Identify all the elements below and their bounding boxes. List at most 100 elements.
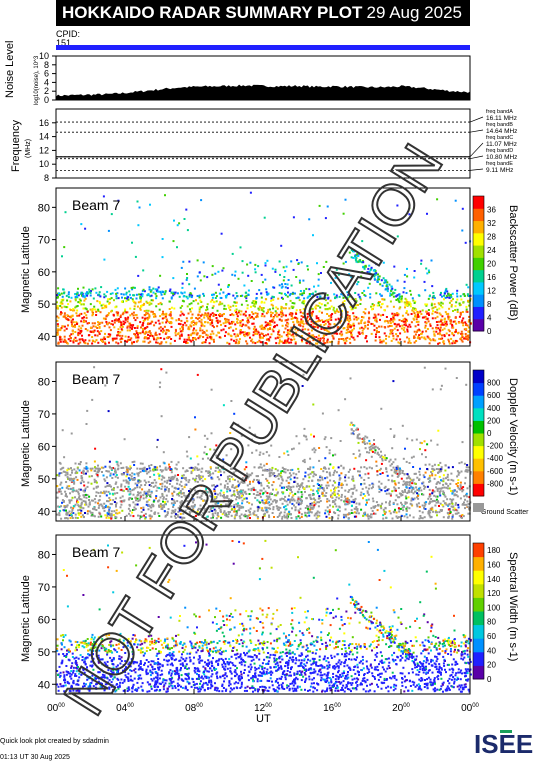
beam-ytick-label: 60 <box>38 267 50 279</box>
colorbar-swatch <box>473 420 484 434</box>
x-tick-label: 1200 <box>254 703 272 714</box>
colorbar-swatch <box>473 208 484 222</box>
beam-ytick-label: 80 <box>38 549 50 561</box>
colorbar-swatch <box>473 196 484 209</box>
colorbar-swatch <box>473 257 484 271</box>
x-tick-label: 1600 <box>323 703 341 714</box>
x-tick-label: 0000 <box>47 703 65 714</box>
colorbar-swatch <box>473 395 484 409</box>
colorbar-tick-label: 60 <box>487 632 496 641</box>
colorbar-tick-label: 0 <box>487 429 492 438</box>
colorbar-swatch <box>473 294 484 307</box>
footer-created: Quick look plot created by sdadmin <box>0 738 109 745</box>
colorbar-swatch <box>473 445 484 459</box>
beam-ytick-label: 70 <box>38 235 50 247</box>
beam-ytick-label: 50 <box>38 474 50 486</box>
colorbar-tick-label: -800 <box>487 479 504 488</box>
colorbar-swatch <box>473 220 484 234</box>
colorbar-tick-label: -400 <box>487 454 504 463</box>
isee-logo: ISEE <box>474 729 533 759</box>
beam-panel-1 <box>56 366 472 520</box>
colorbar-tick-label: -200 <box>487 442 504 451</box>
freq-band-value: 11.07 MHz <box>486 141 517 148</box>
colorbar-tick-label: 8 <box>487 300 492 309</box>
plot-title: HOKKAIDO RADAR SUMMARY PLOT <box>62 3 363 22</box>
ground-scatter-label: Ground Scatter <box>481 509 529 516</box>
x-tick-label: 0000 <box>461 703 479 714</box>
x-tick-label: 0800 <box>185 703 203 714</box>
freq-band-name: freq bandA <box>486 109 513 115</box>
freq-panel-frame <box>55 108 471 179</box>
beam-ytick-label: 40 <box>38 506 50 518</box>
colorbar-tick-label: 12 <box>487 287 496 296</box>
title-bar: HOKKAIDO RADAR SUMMARY PLOT 29 Aug 2025 <box>56 0 470 26</box>
noise-ytick-label: 8 <box>44 60 49 70</box>
beam-title: Beam 7 <box>72 544 120 560</box>
freq-band-value: 9.11 MHz <box>486 167 513 174</box>
noise-series <box>56 84 470 100</box>
beam-ytick-label: 50 <box>38 647 50 659</box>
colorbar-tick-label: 28 <box>487 233 496 242</box>
colorbar-swatch <box>473 556 484 571</box>
colorbar-swatch <box>473 370 484 384</box>
noise-ytick-label: 6 <box>44 69 49 79</box>
colorbar-swatch <box>473 245 484 258</box>
freq-band-name: freq bandE <box>486 161 513 167</box>
colorbar-tick-label: 140 <box>487 575 501 584</box>
freq-band-value: 14.64 MHz <box>486 128 517 135</box>
colorbar-tick-label: 4 <box>487 314 492 323</box>
beam-panel-0 <box>56 191 472 345</box>
beam-ytick-label: 50 <box>38 299 50 311</box>
noise-ytick-label: 0 <box>44 95 49 105</box>
colorbar-tick-label: 180 <box>487 546 501 555</box>
colorbar-tick-label: 160 <box>487 560 501 569</box>
freq-band-name: freq bandD <box>486 148 513 154</box>
colorbar-tick-label: 20 <box>487 661 496 670</box>
cpid-bar <box>56 45 470 50</box>
colorbar-swatch <box>473 433 484 447</box>
freq-band-pointer <box>469 129 484 133</box>
colorbar-swatch <box>473 597 484 612</box>
freq-band-name: freq bandB <box>486 122 513 128</box>
colorbar-swatch <box>473 570 484 585</box>
colorbar-tick-label: 36 <box>487 206 496 215</box>
noise-ytick-label: 10 <box>39 51 49 61</box>
colorbar-frame <box>472 195 485 332</box>
freq-band-value: 16.11 MHz <box>486 115 517 122</box>
beam-ytick-label: 40 <box>38 679 50 691</box>
colorbar-swatch <box>473 483 484 497</box>
freq-band-name: freq bandC <box>486 135 513 141</box>
x-tick-label: 0400 <box>116 703 134 714</box>
plot-date: 29 Aug 2025 <box>366 3 462 22</box>
freq-band-pointer <box>469 142 484 158</box>
colorbar-swatch <box>473 470 484 484</box>
colorbar-tick-label: 0 <box>487 327 492 336</box>
beam-title: Beam 7 <box>72 197 120 213</box>
colorbar-swatch <box>473 407 484 421</box>
freq-band-pointer <box>469 116 484 123</box>
beam-ytick-label: 80 <box>38 202 50 214</box>
x-axis-label: UT <box>256 713 271 725</box>
freq-band-pointer <box>469 168 484 171</box>
colorbar-swatch <box>473 269 484 283</box>
beam-title: Beam 7 <box>72 371 120 387</box>
colorbar-tick-label: 120 <box>487 589 501 598</box>
colorbar-tick-label: 600 <box>487 391 501 400</box>
beam-ytick-label: 80 <box>38 376 50 388</box>
colorbar-swatch <box>473 382 484 396</box>
colorbar-swatch <box>473 543 484 558</box>
colorbar-tick-label: 16 <box>487 273 496 282</box>
colorbar-tick-label: 200 <box>487 416 501 425</box>
colorbar-tick-label: 400 <box>487 404 501 413</box>
colorbar-swatch <box>473 583 484 598</box>
logo-accent <box>500 730 512 733</box>
noise-ytick-label: 2 <box>44 86 49 96</box>
colorbar-swatch <box>473 458 484 472</box>
x-tick-label: 2000 <box>392 703 410 714</box>
freq-ytick-label: 12 <box>39 145 49 155</box>
colorbar-frame <box>472 369 485 497</box>
beam-ytick-label: 70 <box>38 582 50 594</box>
freq-band-pointer <box>469 155 484 160</box>
colorbar-swatch <box>473 281 484 295</box>
